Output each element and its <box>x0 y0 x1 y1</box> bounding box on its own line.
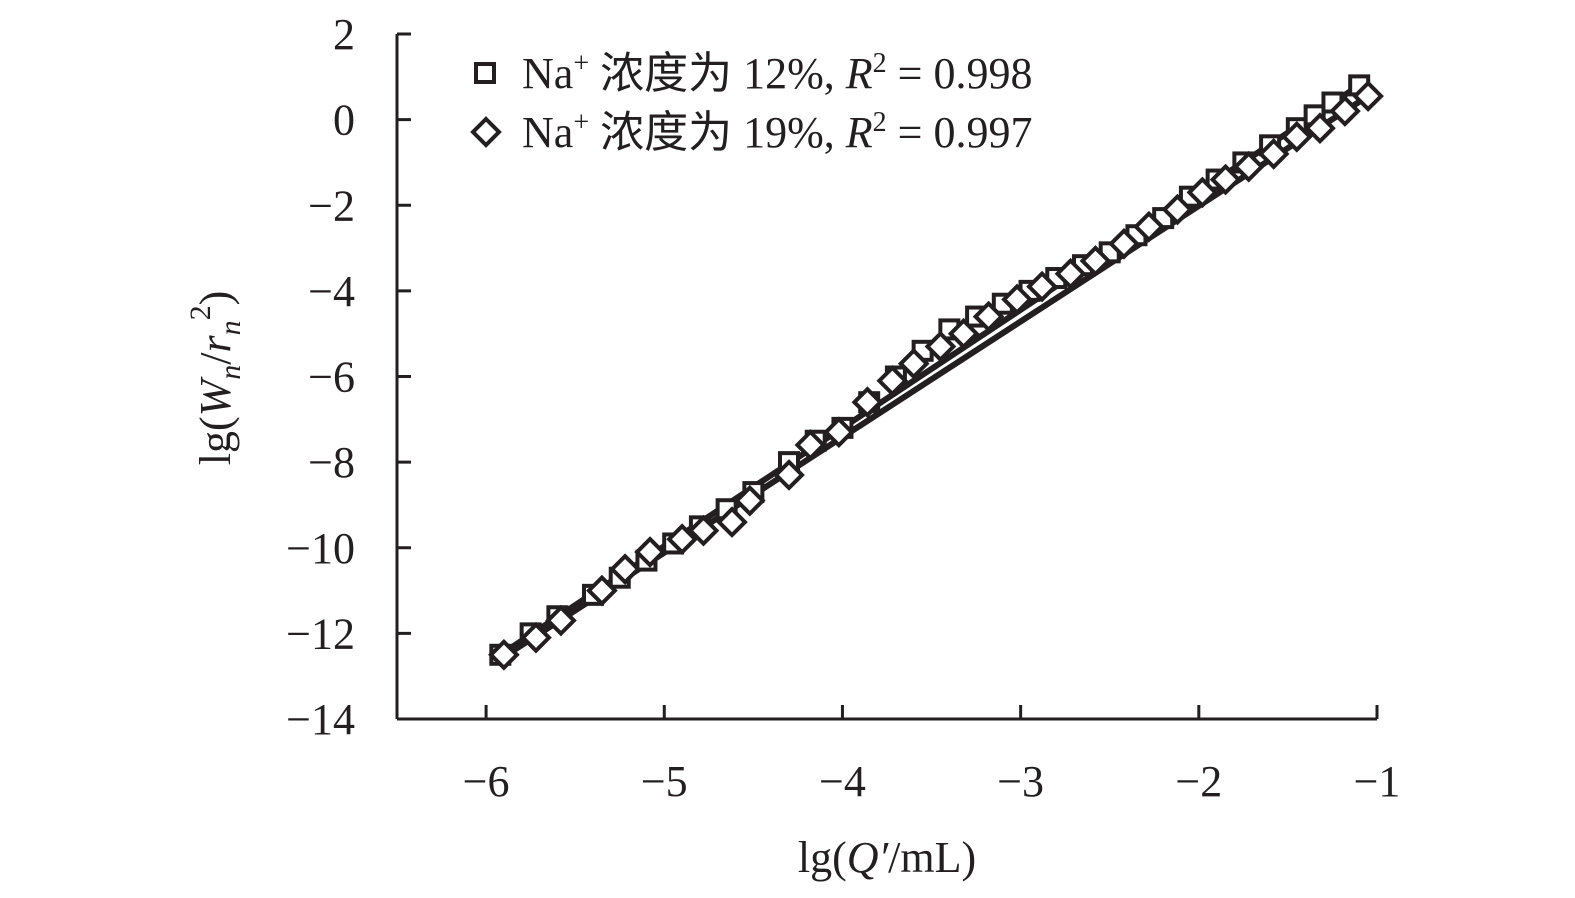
legend-concentration: 浓度为 19%, <box>589 108 846 157</box>
data-point-diamond <box>733 484 766 517</box>
data-point-diamond <box>520 621 552 654</box>
axes: 2 0 −2 −4 −6 −8 −10 −12 −14 −6 −5 −4 −3 −2 −1 <box>286 10 1400 806</box>
data-point-diamond <box>1001 283 1033 316</box>
x-title-prefix: lg( <box>798 833 847 882</box>
data-point-diamond <box>794 429 827 461</box>
y-axis-title: lg(Wn/rn2) <box>184 291 247 466</box>
legend-r: R <box>845 49 873 98</box>
legend-concentration: 浓度为 12%, <box>589 49 846 98</box>
legend-r-sup: 2 <box>873 107 887 138</box>
data-point-diamond <box>609 553 641 585</box>
y-tick-label: −10 <box>286 524 355 573</box>
data-point-diamond <box>1352 80 1384 112</box>
legend-label-series-2: Na+ 浓度为 19%, R2 = 0.997 <box>522 107 1032 157</box>
y-title-var2: r <box>191 335 240 353</box>
data-point-diamond <box>1026 270 1058 303</box>
x-title-var: Q′ <box>847 833 890 882</box>
data-point-diamond <box>1161 193 1194 226</box>
data-point-diamond <box>687 514 720 547</box>
x-tick-label: −6 <box>463 757 510 806</box>
data-point-diamond <box>1232 150 1265 183</box>
axis-titles: lg(Q′/mL)lg(Wn/rn2) <box>184 291 976 882</box>
legend-r: R <box>845 108 873 157</box>
data-point-diamond <box>851 386 884 419</box>
x-tick-label: −5 <box>641 757 688 806</box>
y-title-var: W <box>191 376 240 416</box>
data-point-diamond <box>666 523 698 556</box>
legend-r-value: = 0.998 <box>887 49 1033 98</box>
x-tick-label: −2 <box>1175 757 1222 806</box>
data-point-diamond <box>947 317 980 350</box>
legend-r-sup: 2 <box>873 48 887 79</box>
data-point-diamond <box>488 638 520 671</box>
data-markers <box>488 74 1384 671</box>
data-point-diamond <box>1209 163 1242 196</box>
y-title-prefix: lg( <box>191 416 240 465</box>
data-point-diamond <box>1257 138 1290 170</box>
y-tick-label: −12 <box>286 609 355 658</box>
data-point-diamond <box>876 364 909 397</box>
x-tick-label: −1 <box>1354 757 1401 806</box>
data-point-diamond <box>897 347 930 380</box>
y-title-sup: 2 <box>184 305 217 320</box>
x-axis-title: lg(Q′/mL) <box>798 833 976 882</box>
y-title-sub1: n <box>214 365 247 380</box>
y-title-suffix: ) <box>191 291 240 306</box>
data-point-diamond <box>1054 257 1087 290</box>
data-point-diamond <box>1186 176 1219 209</box>
legend-marker-diamond <box>470 116 502 148</box>
y-tick-label: −14 <box>286 695 355 744</box>
y-title-slash: / <box>191 352 240 365</box>
data-point-diamond <box>773 459 805 491</box>
legend-sup-plus: + <box>573 107 589 138</box>
data-point-diamond <box>1329 95 1361 127</box>
y-tick-label: 2 <box>333 10 355 59</box>
data-point-diamond <box>1133 210 1165 243</box>
data-point-diamond <box>1280 120 1313 153</box>
data-point-diamond <box>545 604 577 637</box>
data-point-diamond <box>716 506 748 538</box>
legend-label-series-1: Na+ 浓度为 12%, R2 = 0.998 <box>522 48 1032 98</box>
x-title-suffix: /mL) <box>888 833 976 882</box>
data-point-diamond <box>1079 245 1112 277</box>
data-point-diamond <box>924 330 957 363</box>
data-point-diamond <box>972 300 1005 333</box>
legend-na: Na <box>522 49 573 98</box>
data-point-diamond <box>586 574 618 607</box>
legend-sup-plus: + <box>573 48 589 79</box>
legend-r-value: = 0.997 <box>887 108 1033 157</box>
x-tick-label: −3 <box>997 757 1044 806</box>
data-point-diamond <box>1304 112 1336 145</box>
legend-na: Na <box>522 108 573 157</box>
data-point-diamond <box>1108 227 1140 260</box>
y-tick-label: −4 <box>308 267 355 316</box>
y-tick-label: −8 <box>308 438 355 487</box>
y-tick-label: −6 <box>308 353 355 402</box>
y-tick-label: −2 <box>308 181 355 230</box>
y-tick-label: 0 <box>333 96 355 145</box>
data-point-diamond <box>634 536 666 568</box>
legend-marker-square <box>474 62 496 84</box>
data-point-diamond <box>823 416 855 448</box>
y-title-sub2: n <box>214 320 247 335</box>
x-tick-label: −4 <box>819 757 866 806</box>
